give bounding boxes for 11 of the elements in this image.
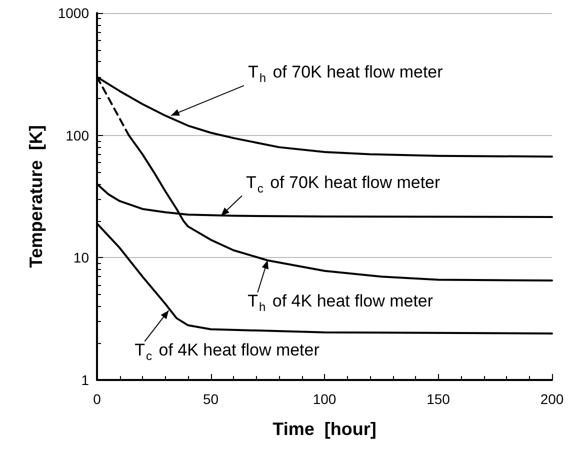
x-tick-label: 100 [312,391,336,407]
y-tick-label: 1000 [58,5,90,21]
y-axis-title: Temperature [K] [26,125,46,268]
y-tick-label: 100 [66,127,90,144]
x-tick-label: 200 [540,391,564,407]
x-tick-label: 0 [93,391,102,407]
x-tick-label: 150 [426,391,450,407]
x-tick-label: 50 [202,391,219,407]
y-tick-label: 1 [81,372,90,388]
y-tick-label: 10 [73,250,90,266]
x-axis-title: Time [hour] [272,419,376,439]
